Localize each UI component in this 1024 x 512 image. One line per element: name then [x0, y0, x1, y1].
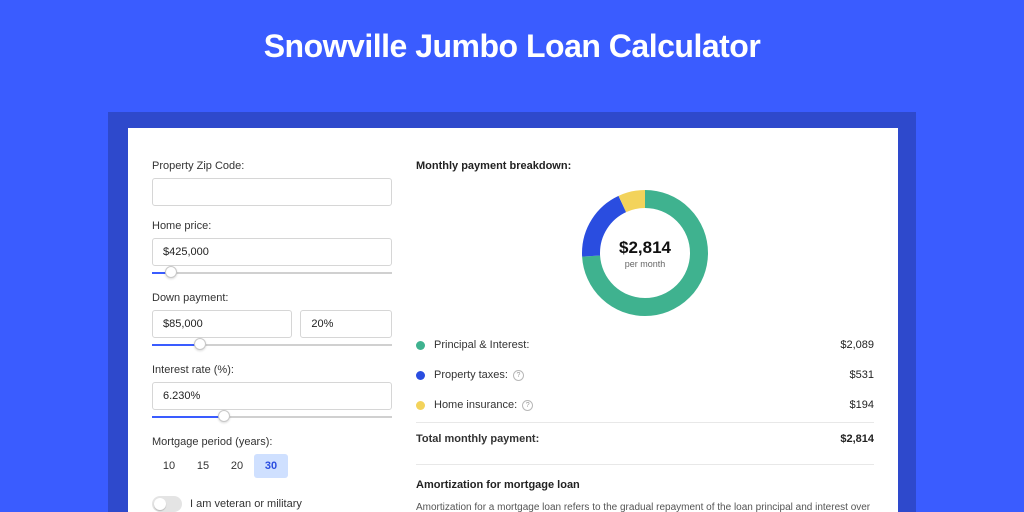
slider-thumb[interactable] — [165, 266, 177, 278]
legend-label: Property taxes:? — [434, 369, 850, 381]
home-price-input[interactable] — [152, 238, 392, 266]
donut-amount: $2,814 — [619, 238, 671, 258]
veteran-label: I am veteran or military — [190, 498, 302, 510]
legend-value: $531 — [850, 369, 874, 381]
down-payment-label: Down payment: — [152, 292, 392, 304]
legend-label: Principal & Interest: — [434, 339, 840, 351]
legend-dot — [416, 401, 425, 410]
legend-total-row: Total monthly payment: $2,814 — [416, 422, 874, 454]
total-label: Total monthly payment: — [416, 433, 840, 445]
period-option-15[interactable]: 15 — [186, 454, 220, 478]
info-icon[interactable]: ? — [513, 370, 524, 381]
period-label: Mortgage period (years): — [152, 436, 392, 448]
period-option-10[interactable]: 10 — [152, 454, 186, 478]
donut-wrap: $2,814 per month — [416, 178, 874, 328]
period-options: 10152030 — [152, 454, 392, 478]
veteran-row: I am veteran or military — [152, 496, 392, 512]
toggle-knob — [154, 498, 166, 510]
zip-input[interactable] — [152, 178, 392, 206]
legend: Principal & Interest:$2,089Property taxe… — [416, 330, 874, 420]
legend-dot — [416, 341, 425, 350]
down-payment-slider[interactable] — [152, 340, 392, 350]
legend-row: Home insurance:?$194 — [416, 390, 874, 420]
legend-value: $2,089 — [840, 339, 874, 351]
calculator-card: Property Zip Code: Home price: Down paym… — [128, 128, 898, 512]
form-panel: Property Zip Code: Home price: Down paym… — [128, 128, 408, 512]
veteran-toggle[interactable] — [152, 496, 182, 512]
home-price-label: Home price: — [152, 220, 392, 232]
period-option-20[interactable]: 20 — [220, 454, 254, 478]
donut-chart: $2,814 per month — [582, 190, 708, 316]
down-payment-row — [152, 310, 392, 338]
zip-label: Property Zip Code: — [152, 160, 392, 172]
interest-input[interactable] — [152, 382, 392, 410]
down-payment-amount-input[interactable] — [152, 310, 292, 338]
amortization-text: Amortization for a mortgage loan refers … — [416, 501, 874, 512]
amortization-title: Amortization for mortgage loan — [416, 479, 874, 491]
down-payment-pct-input[interactable] — [300, 310, 392, 338]
breakdown-title: Monthly payment breakdown: — [416, 160, 874, 172]
legend-value: $194 — [850, 399, 874, 411]
donut-sub: per month — [625, 259, 666, 269]
legend-label: Home insurance:? — [434, 399, 850, 411]
total-value: $2,814 — [840, 433, 874, 445]
interest-label: Interest rate (%): — [152, 364, 392, 376]
interest-slider[interactable] — [152, 412, 392, 422]
legend-row: Property taxes:?$531 — [416, 360, 874, 390]
page-title: Snowville Jumbo Loan Calculator — [0, 0, 1024, 65]
legend-dot — [416, 371, 425, 380]
period-option-30[interactable]: 30 — [254, 454, 288, 478]
home-price-slider[interactable] — [152, 268, 392, 278]
slider-thumb[interactable] — [218, 410, 230, 422]
amortization-section: Amortization for mortgage loan Amortizat… — [416, 464, 874, 512]
breakdown-panel: Monthly payment breakdown: $2,814 per mo… — [408, 128, 898, 512]
legend-row: Principal & Interest:$2,089 — [416, 330, 874, 360]
page-frame: Snowville Jumbo Loan Calculator Property… — [0, 0, 1024, 512]
donut-center: $2,814 per month — [582, 190, 708, 316]
slider-thumb[interactable] — [194, 338, 206, 350]
info-icon[interactable]: ? — [522, 400, 533, 411]
